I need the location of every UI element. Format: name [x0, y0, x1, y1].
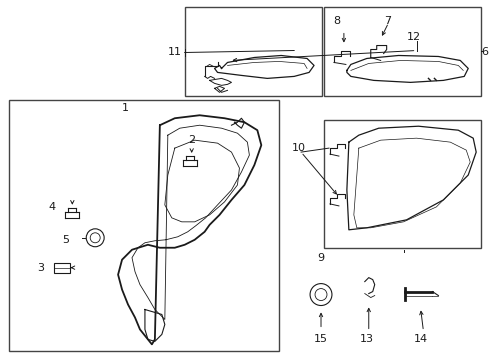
Text: 13: 13: [360, 334, 374, 345]
Bar: [185, 7, 322, 96]
Bar: [324, 120, 481, 248]
Text: 10: 10: [292, 143, 306, 153]
Text: 12: 12: [407, 32, 420, 41]
Text: 4: 4: [49, 202, 56, 212]
Text: 8: 8: [333, 15, 341, 26]
Text: 15: 15: [314, 334, 328, 345]
Text: 2: 2: [188, 135, 195, 145]
Text: 7: 7: [384, 15, 391, 26]
Text: 5: 5: [62, 235, 69, 245]
Text: 1: 1: [122, 103, 128, 113]
Text: 14: 14: [414, 334, 428, 345]
Text: 9: 9: [318, 253, 324, 263]
Bar: [9, 100, 279, 351]
Bar: [324, 7, 481, 96]
Text: 11: 11: [168, 48, 182, 58]
Text: 6: 6: [482, 48, 489, 58]
Text: 3: 3: [37, 263, 44, 273]
Bar: [54, 263, 71, 273]
